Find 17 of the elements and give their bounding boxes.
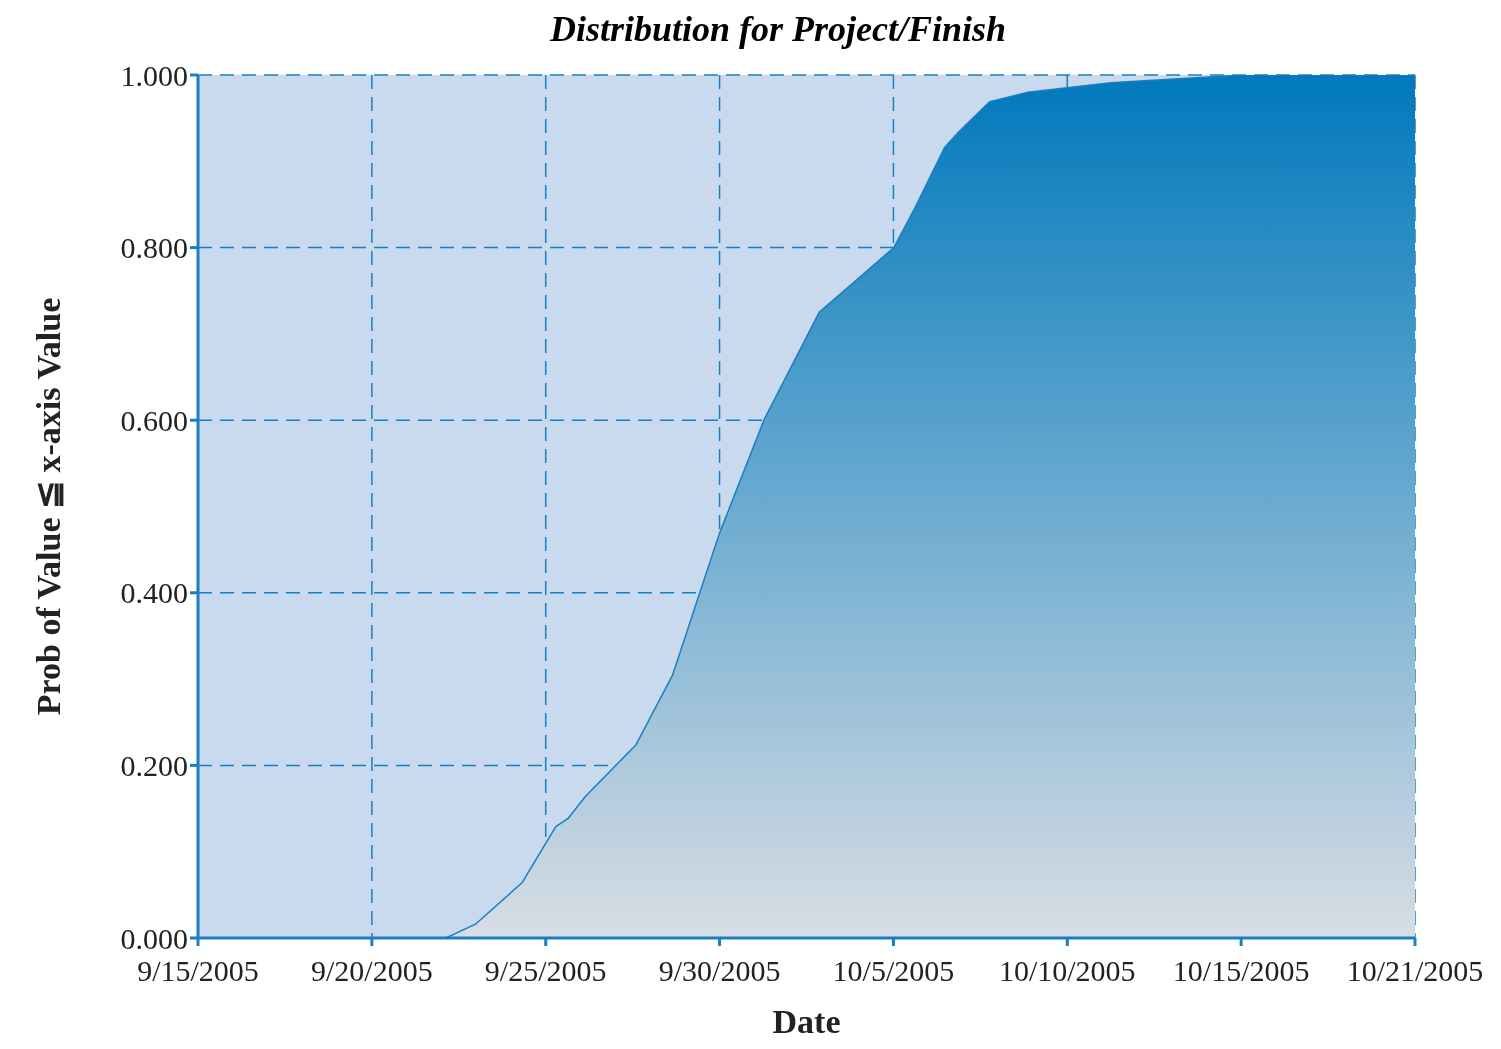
x-tick-label: 9/30/2005 — [658, 954, 781, 988]
x-tick-label: 9/20/2005 — [311, 954, 433, 988]
x-tick-label: 10/5/2005 — [832, 954, 955, 988]
x-axis-title: Date — [772, 1003, 841, 1040]
y-tick-label: 1.000 — [120, 58, 188, 92]
y-tick-label: 0.600 — [120, 403, 188, 437]
y-tick-label: 0.200 — [120, 749, 188, 783]
x-tick-label: 9/25/2005 — [484, 954, 607, 988]
x-tick-label: 10/10/2005 — [998, 954, 1136, 988]
y-tick-label: 0.800 — [120, 231, 188, 265]
y-tick-label: 0.000 — [120, 921, 188, 955]
x-tick-label: 9/15/2005 — [137, 954, 259, 988]
y-axis-title: Prob of Value ≦ x-axis Value — [30, 297, 68, 716]
y-tick-label: 0.400 — [120, 576, 188, 610]
x-tick-label: 10/21/2005 — [1346, 954, 1484, 988]
x-tick-label: 10/15/2005 — [1172, 954, 1310, 988]
chart-title: Distribution for Project/Finish — [548, 8, 1008, 51]
